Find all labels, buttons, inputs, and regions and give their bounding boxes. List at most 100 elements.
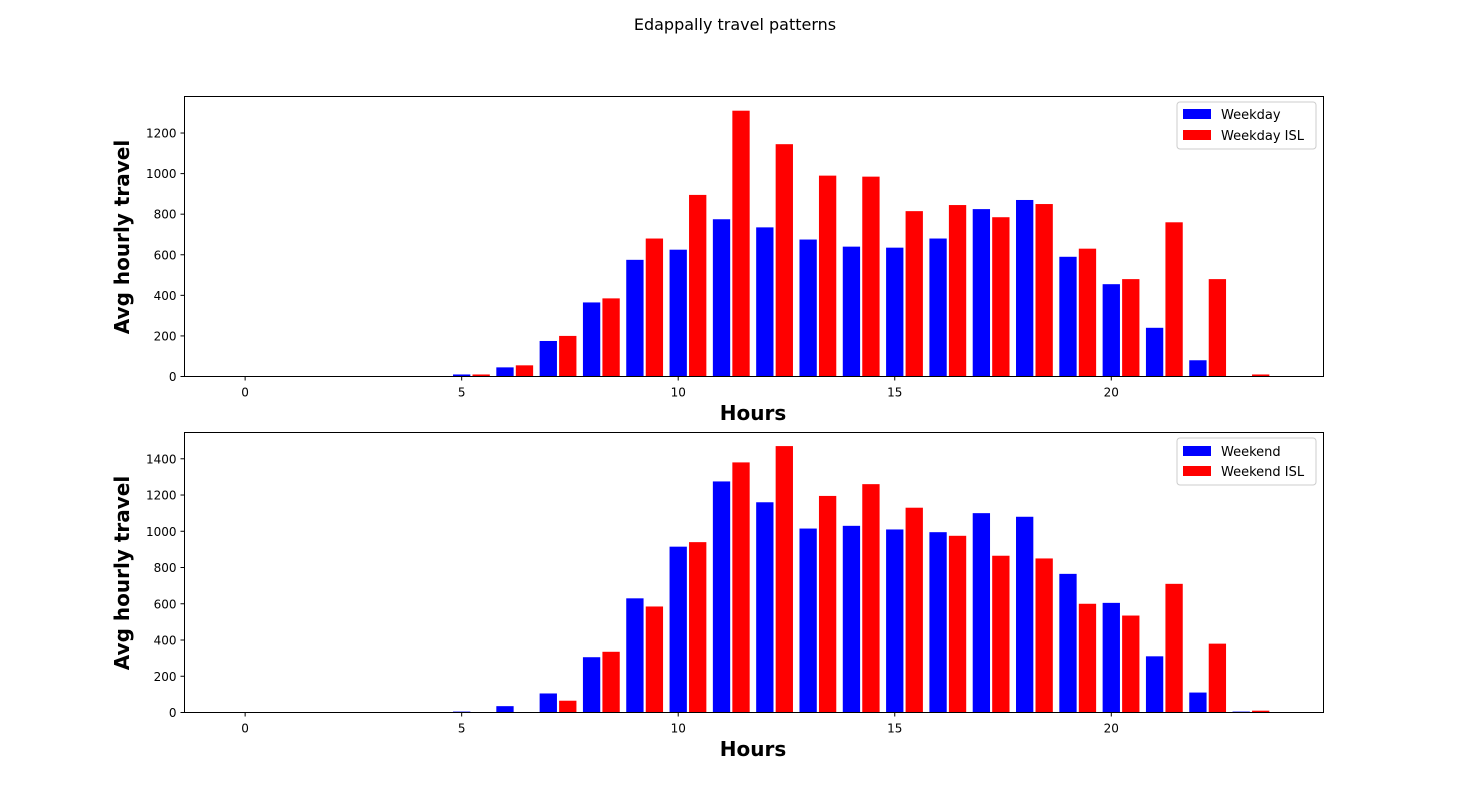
weekday-bar-isl-hour-20: [1122, 279, 1140, 377]
weekday-y-tick-label: 200: [154, 329, 177, 343]
weekday-x-ticks: 0 5 10 15 20: [241, 376, 1119, 400]
legend-swatch-weekday: [1183, 109, 1211, 119]
legend-swatch-weekend: [1183, 446, 1211, 456]
weekday-x-tick-label: 10: [671, 386, 686, 400]
weekday-bar-isl-hour-22: [1208, 279, 1227, 377]
legend-swatch-weekend-isl: [1183, 466, 1211, 476]
weekday-x-tick-label: 0: [241, 386, 249, 400]
weekday-bar-main-hour-11: [712, 219, 731, 377]
weekday-bar-isl-hour-9: [645, 238, 664, 377]
weekend-bar-main-hour-16: [929, 532, 947, 713]
weekday-chart: 0 5 10 15 20 0 200 400 600 800 1000 1200 Hours Avg…: [110, 96, 1324, 425]
weekend-x-ticks: 0 5 10 15 20: [241, 712, 1119, 736]
weekend-x-axis-label: Hours: [720, 737, 786, 761]
weekend-y-ticks: 0 200 400 600 800 1000 1200 1400: [146, 452, 185, 720]
weekday-bar-main-hour-17: [972, 209, 991, 377]
weekday-legend: Weekday Weekday ISL: [1176, 101, 1317, 150]
weekend-chart: 0 5 10 15 20 0 200 400 600 800 1000 1200 1400 Hours…: [110, 432, 1324, 761]
weekend-bar-isl-hour-8: [602, 651, 620, 713]
weekday-x-tick-label: 15: [887, 386, 902, 400]
weekend-bar-main-hour-13: [799, 528, 817, 713]
weekend-legend: Weekend Weekend ISL: [1176, 437, 1317, 486]
weekday-bar-isl-hour-10: [689, 194, 707, 377]
weekday-plot-frame: [184, 96, 1324, 377]
weekday-bar-isl-hour-11: [732, 110, 750, 377]
weekday-bar-main-hour-21: [1145, 327, 1164, 377]
weekend-bar-isl-hour-21: [1165, 583, 1183, 713]
weekday-bar-main-hour-12: [756, 227, 774, 377]
weekday-bar-isl-hour-19: [1078, 248, 1097, 377]
weekend-y-tick-label: 0: [169, 706, 177, 720]
weekend-bar-isl-hour-10: [689, 542, 707, 713]
weekend-bar-isl-hour-17: [992, 555, 1010, 713]
weekday-bar-main-hour-14: [842, 246, 861, 377]
weekend-y-tick-label: 200: [154, 670, 177, 684]
weekend-bar-isl-hour-15: [905, 507, 923, 713]
weekday-bar-isl-hour-8: [602, 298, 620, 377]
legend-label-weekday-isl: Weekday ISL: [1221, 129, 1305, 144]
weekday-bar-main-hour-5: [453, 374, 471, 377]
weekday-y-ticks: 0 200 400 600 800 1000 1200: [146, 127, 185, 384]
weekday-bar-main-hour-9: [626, 259, 644, 377]
weekday-bar-main-hour-8: [582, 302, 601, 377]
weekday-bars: [453, 110, 1270, 377]
weekday-bar-main-hour-19: [1059, 256, 1077, 377]
weekend-x-tick-label: 20: [1104, 722, 1119, 736]
weekday-bar-isl-hour-7: [559, 335, 577, 377]
weekend-bar-isl-hour-20: [1122, 615, 1140, 713]
weekend-bar-main-hour-20: [1102, 602, 1120, 713]
weekend-y-tick-label: 800: [154, 561, 177, 575]
weekend-plot-frame: [184, 432, 1324, 713]
weekend-bar-isl-hour-14: [862, 484, 880, 713]
weekday-x-axis-label: Hours: [720, 401, 786, 425]
weekday-bar-main-hour-22: [1189, 360, 1207, 377]
weekend-y-tick-label: 600: [154, 597, 177, 611]
weekday-bar-main-hour-13: [799, 239, 817, 377]
weekend-x-tick-label: 5: [458, 722, 466, 736]
weekend-bar-isl-hour-23: [1252, 710, 1270, 713]
legend-frame: [1176, 437, 1317, 486]
weekday-bar-main-hour-16: [929, 238, 947, 377]
weekend-y-tick-label: 1200: [146, 489, 177, 503]
weekend-bars: [453, 446, 1270, 713]
weekend-x-tick-label: 10: [671, 722, 686, 736]
weekend-bar-isl-hour-16: [948, 535, 967, 713]
weekend-bar-main-hour-14: [842, 525, 861, 713]
weekend-bar-main-hour-22: [1189, 692, 1207, 713]
weekend-bar-main-hour-10: [669, 546, 687, 713]
weekday-x-tick-label: 5: [458, 386, 466, 400]
weekend-bar-main-hour-12: [756, 502, 774, 713]
weekend-bar-main-hour-15: [886, 529, 904, 713]
weekend-bar-isl-hour-11: [732, 462, 750, 713]
weekend-bar-isl-hour-12: [775, 446, 793, 713]
weekday-y-tick-label: 400: [154, 289, 177, 303]
weekday-y-axis-label: Avg hourly travel: [110, 140, 134, 334]
weekend-bar-main-hour-8: [582, 657, 601, 713]
weekend-x-tick-label: 15: [887, 722, 902, 736]
legend-frame: [1176, 101, 1317, 150]
weekday-bar-isl-hour-14: [862, 176, 880, 377]
weekend-bar-main-hour-9: [626, 598, 644, 713]
weekend-y-tick-label: 1000: [146, 525, 177, 539]
weekday-bar-isl-hour-17: [992, 217, 1010, 377]
weekday-bar-isl-hour-18: [1035, 204, 1053, 377]
weekend-bar-main-hour-7: [539, 693, 557, 713]
weekday-bar-main-hour-15: [886, 247, 904, 377]
weekend-bar-main-hour-21: [1145, 656, 1164, 713]
weekend-bar-main-hour-18: [1016, 516, 1034, 713]
weekday-bar-main-hour-7: [539, 340, 557, 377]
legend-swatch-weekday-isl: [1183, 130, 1211, 140]
weekday-bar-isl-hour-23: [1252, 374, 1270, 377]
weekday-bar-isl-hour-16: [948, 205, 967, 377]
weekend-bar-main-hour-6: [496, 706, 514, 713]
weekend-x-tick-label: 0: [241, 722, 249, 736]
weekend-bar-isl-hour-22: [1208, 643, 1227, 713]
weekday-y-tick-label: 800: [154, 208, 177, 222]
legend-label-weekend: Weekend: [1221, 445, 1281, 460]
weekend-bar-isl-hour-13: [818, 495, 837, 713]
weekday-y-tick-label: 600: [154, 248, 177, 262]
weekend-y-axis-label: Avg hourly travel: [110, 476, 134, 670]
weekend-bar-isl-hour-9: [645, 606, 664, 713]
legend-label-weekday: Weekday: [1221, 108, 1281, 123]
